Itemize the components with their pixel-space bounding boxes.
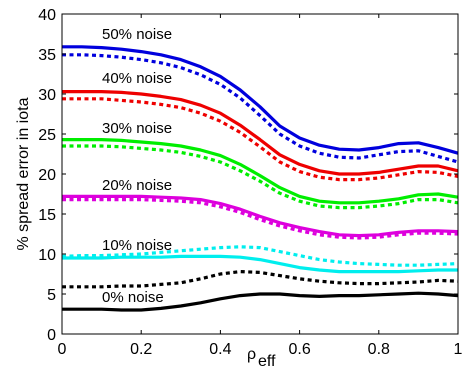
series-line-noise40-solid: [62, 90, 459, 176]
x-tick-label: 1: [454, 341, 463, 358]
y-tick-label: 0: [47, 327, 56, 344]
x-axis-label: ρ eff: [247, 346, 276, 370]
x-axis-label-main: ρ: [247, 346, 256, 363]
annotation-layer: 50% noise 40% noise 30% noise 20% noise …: [102, 26, 172, 306]
y-tick-label: 15: [38, 207, 56, 224]
annotation-10-noise: 10% noise: [102, 237, 172, 254]
series-line-noise30-solid: [62, 138, 459, 205]
y-tick-label: 10: [38, 247, 56, 264]
series-layer: [61, 45, 459, 312]
y-tick-label: 35: [38, 47, 56, 64]
annotation-20-noise: 20% noise: [102, 177, 172, 194]
x-tick-label: 0.2: [130, 341, 152, 358]
x-tick-label: 0.8: [368, 341, 390, 358]
series-line-noise0-solid: [62, 291, 459, 312]
series-line-noise50-dotted: [62, 53, 459, 164]
annotation-40-noise: 40% noise: [102, 70, 172, 87]
y-tick-label: 20: [38, 167, 56, 184]
series-line-noise50-solid: [62, 45, 459, 155]
series-line-noise10-dotted: [61, 245, 459, 267]
x-tick-label: 0.4: [209, 341, 231, 358]
annotation-50-noise: 50% noise: [102, 26, 172, 43]
annotation-30-noise: 30% noise: [102, 120, 172, 137]
x-axis-label-subscript: eff: [258, 353, 276, 370]
y-axis-label: % spread error in iota: [15, 97, 32, 250]
y-tick-label: 5: [47, 287, 56, 304]
annotation-0-noise: 0% noise: [102, 289, 164, 306]
y-tick-label: 40: [38, 7, 56, 24]
x-tick-label: 0.6: [288, 341, 310, 358]
series-line-noise20-solid: [62, 194, 459, 238]
series-line-noise10-solid: [62, 254, 458, 274]
x-tick-label: 0: [58, 341, 67, 358]
y-tick-label: 25: [38, 127, 56, 144]
y-tick-label: 30: [38, 87, 56, 104]
series-line-noise0-dotted: [62, 270, 459, 289]
series-line-noise30-dotted: [62, 144, 459, 210]
